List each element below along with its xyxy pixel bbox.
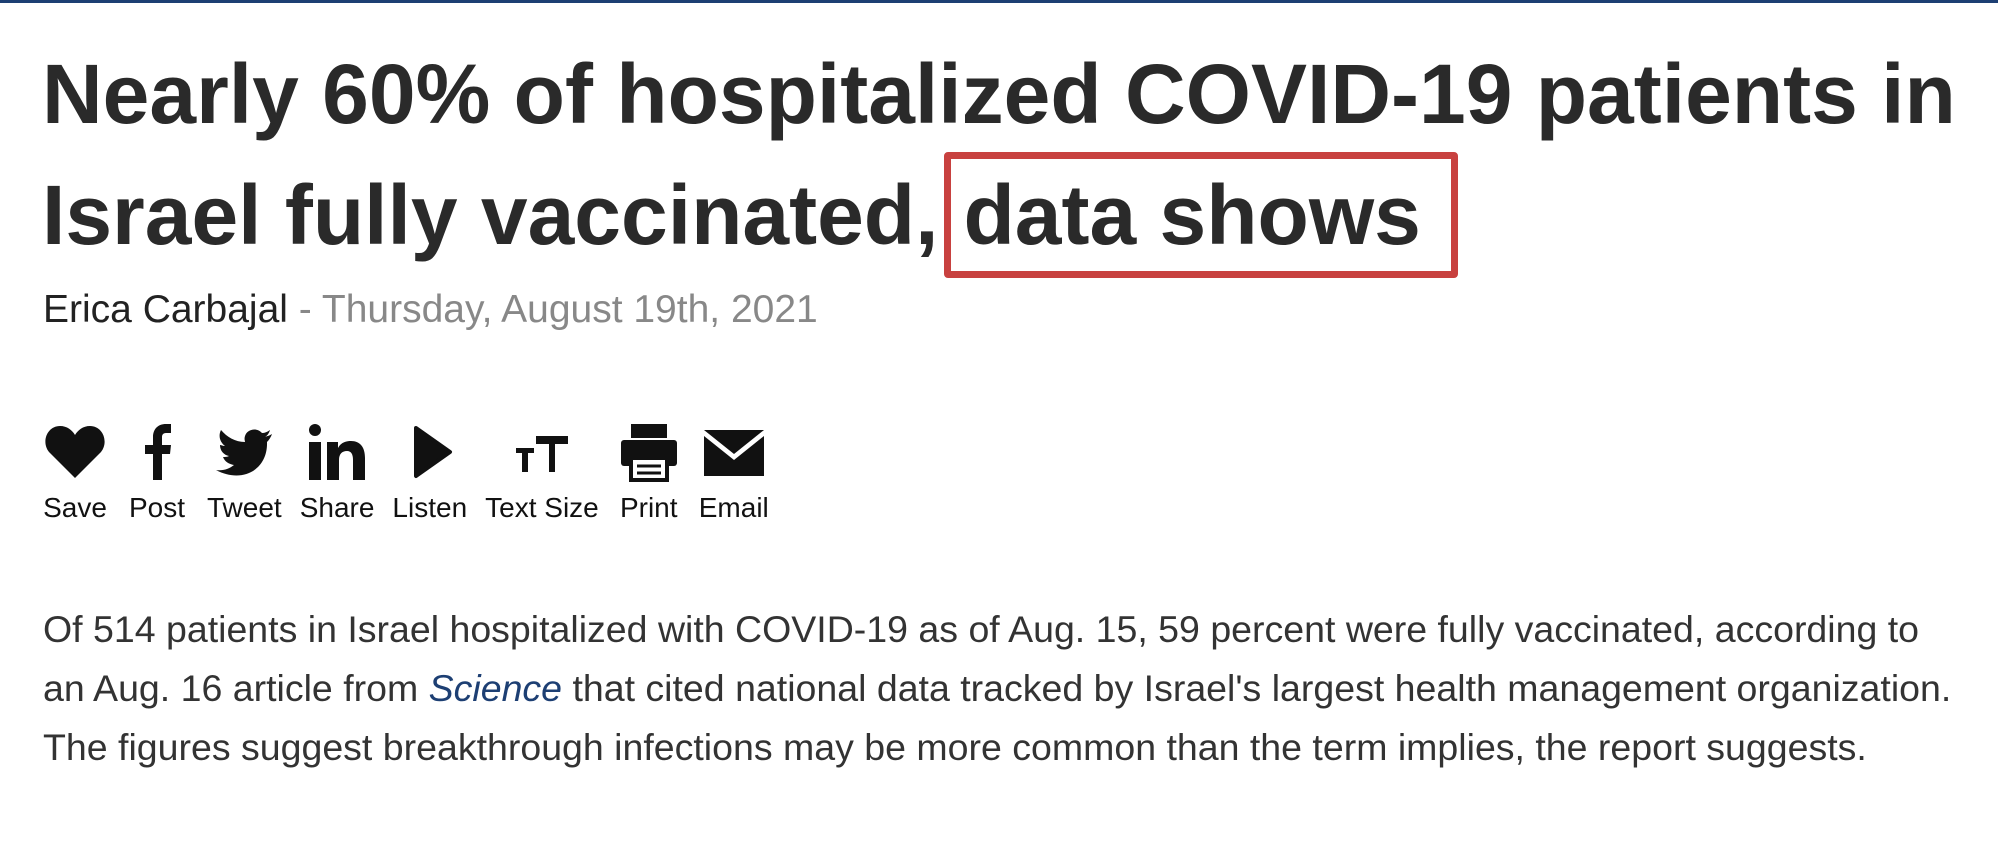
headline-line: Israel fully vaccinated, <box>42 168 939 262</box>
action-label: Listen <box>392 492 468 523</box>
post-button[interactable]: Post <box>125 420 189 524</box>
action-label: Share <box>299 492 375 523</box>
byline: Erica Carbajal - Thursday, August 19th, … <box>43 288 818 332</box>
action-label: Post <box>128 492 186 523</box>
facebook-icon <box>145 424 171 480</box>
listen-button[interactable]: Listen <box>392 420 467 524</box>
paragraph-text: Of 514 patients in Israel hospitalized w… <box>43 608 1920 709</box>
twitter-icon <box>216 429 273 476</box>
action-label: Email <box>698 492 769 523</box>
top-bar <box>0 0 1998 3</box>
heart-icon <box>45 426 105 478</box>
share-button[interactable]: Share <box>299 420 375 524</box>
author: Erica Carbajal <box>43 288 288 331</box>
save-button[interactable]: Save <box>43 420 107 524</box>
date: Thursday, August 19th, 2021 <box>321 288 818 331</box>
action-label: Save <box>43 492 107 523</box>
article-paragraph: Of 514 patients in Israel hospitalized w… <box>43 600 1953 777</box>
text-size-icon <box>515 436 568 472</box>
action-label: Print <box>619 492 678 523</box>
share-toolbar: Save Post Tweet Share Listen Text Size P… <box>43 420 769 524</box>
tweet-button[interactable]: Tweet <box>207 420 282 524</box>
print-icon <box>620 424 677 482</box>
mail-icon <box>703 430 764 476</box>
headline-line: Nearly 60% of hospitalized COVID-19 pati… <box>42 47 1956 141</box>
text-size-button[interactable]: Text Size <box>485 420 599 524</box>
separator: - <box>298 288 312 331</box>
highlighted-text: data shows <box>944 152 1458 278</box>
print-button[interactable]: Print <box>617 420 681 524</box>
headline: Nearly 60% of hospitalized COVID-19 pati… <box>42 36 1956 278</box>
email-button[interactable]: Email <box>699 420 769 524</box>
action-label: Text Size <box>485 492 599 523</box>
linkedin-icon <box>309 424 366 480</box>
action-label: Tweet <box>207 492 282 523</box>
paragraph-text: that cited national data tracked by Isra… <box>43 667 1952 768</box>
source-link[interactable]: Science <box>428 667 563 709</box>
play-icon <box>413 426 452 478</box>
